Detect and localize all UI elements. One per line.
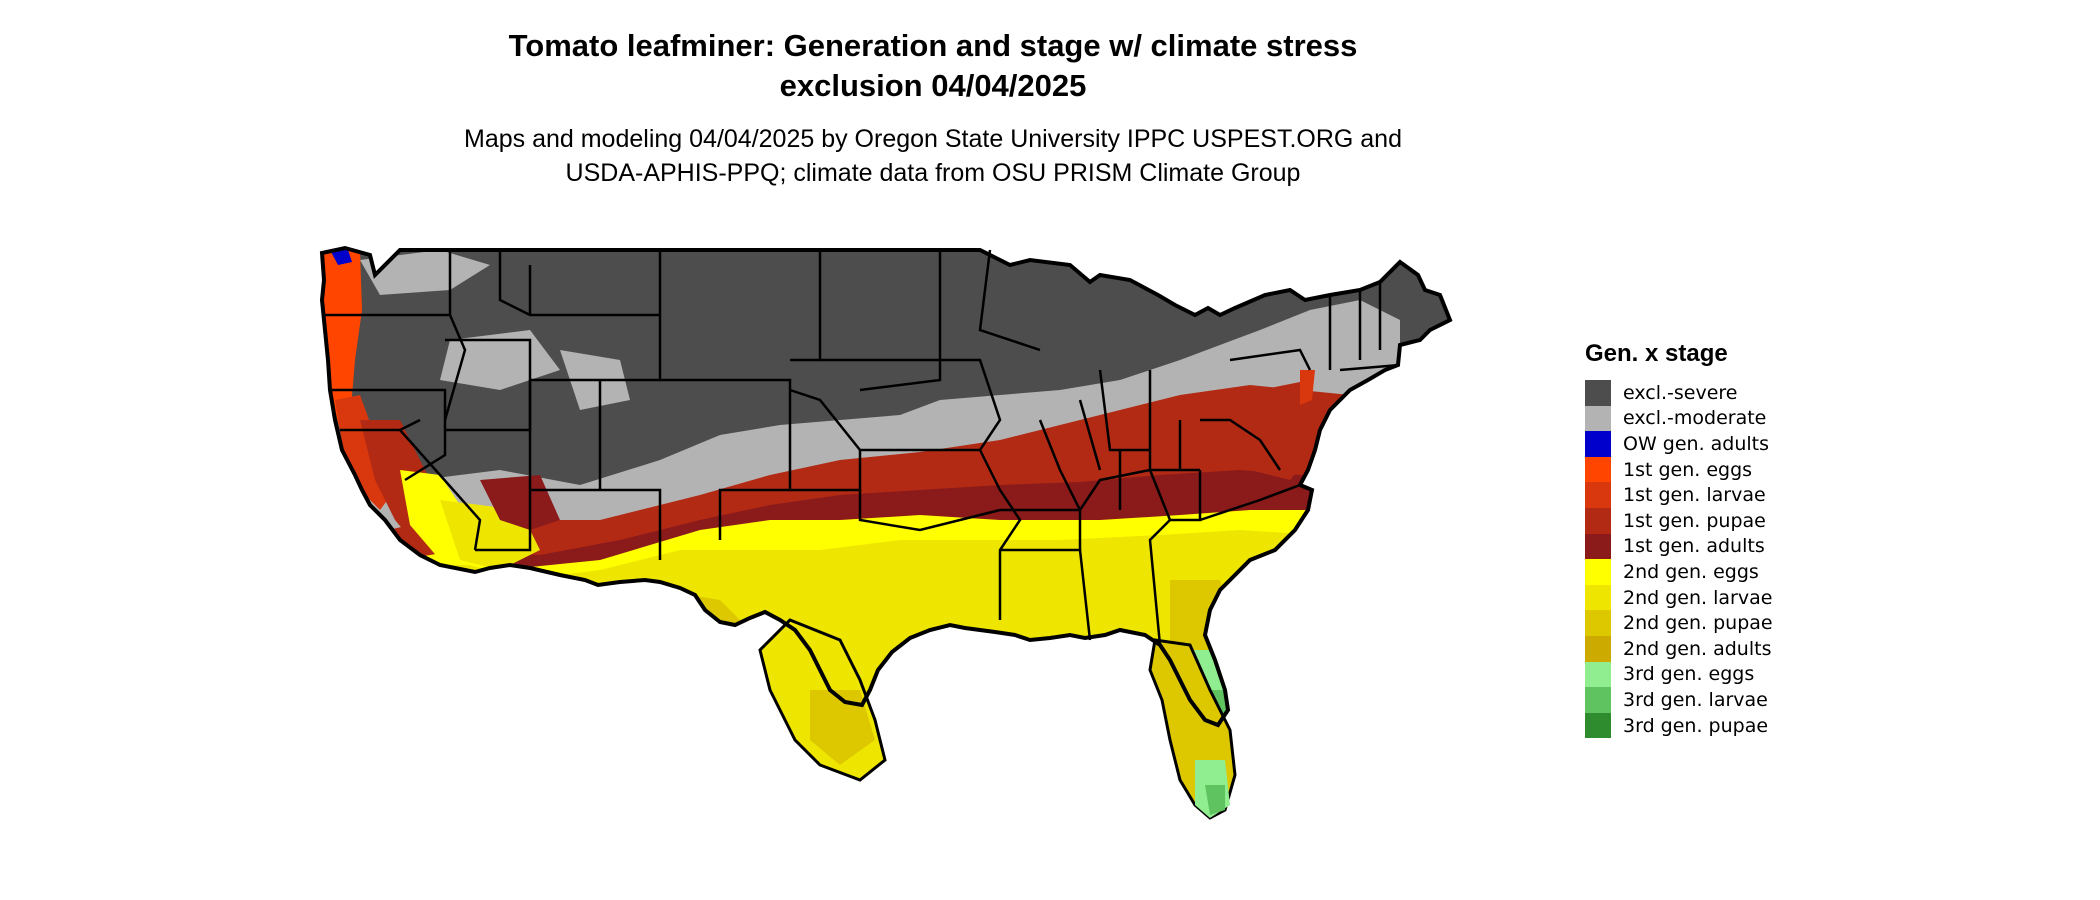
south-florida-3rd-larvae [1205, 785, 1225, 815]
south-texas-pupae [810, 690, 875, 765]
legend-swatch [1585, 687, 1611, 713]
legend-label: 1st gen. adults [1623, 535, 1765, 558]
legend-item: 2nd gen. pupae [1585, 610, 1773, 636]
legend-swatch [1585, 635, 1611, 662]
legend-label: 1st gen. larvae [1623, 484, 1766, 507]
legend-label: 1st gen. pupae [1623, 509, 1766, 532]
legend-swatch [1585, 533, 1611, 560]
legend-label: 2nd gen. adults [1623, 637, 1772, 660]
legend-label: 2nd gen. eggs [1623, 560, 1759, 583]
legend-swatch [1585, 507, 1611, 534]
legend-items: excl.-severe excl.-moderate OW gen. adults… [1585, 380, 1773, 739]
legend-item: 3rd gen. eggs [1585, 661, 1773, 688]
legend-label: 3rd gen. pupae [1623, 714, 1769, 737]
legend-swatch [1585, 559, 1611, 585]
legend-item: 3rd gen. pupae [1585, 712, 1773, 739]
legend-item: 1st gen. larvae [1585, 482, 1773, 508]
legend-swatch [1585, 380, 1611, 406]
legend-label: excl.-moderate [1623, 407, 1767, 430]
subtitle-line-1: Maps and modeling 04/04/2025 by Oregon S… [464, 125, 1402, 153]
legend-swatch [1585, 431, 1611, 457]
legend-item: 2nd gen. eggs [1585, 559, 1773, 585]
legend-label: excl.-severe [1623, 381, 1738, 404]
legend-item: excl.-moderate [1585, 405, 1773, 432]
map-title: Tomato leafminer: Generation and stage w… [0, 26, 1866, 106]
state-borders [322, 249, 1401, 646]
legend-item: OW gen. adults [1585, 431, 1773, 457]
legend-label: 3rd gen. eggs [1623, 663, 1755, 686]
map-subtitle: Maps and modeling 04/04/2025 by Oregon S… [0, 122, 1866, 190]
legend-swatch [1585, 584, 1611, 611]
legend-swatch [1585, 482, 1611, 508]
subtitle-line-2: USDA-APHIS-PPQ; climate data from OSU PR… [565, 159, 1301, 187]
legend-item: 2nd gen. larvae [1585, 584, 1773, 611]
legend-swatch [1585, 405, 1611, 432]
legend-title: Gen. x stage [1585, 340, 1728, 367]
legend-label: 2nd gen. larvae [1623, 586, 1773, 609]
legend-label: 2nd gen. pupae [1623, 612, 1773, 635]
legend-swatch [1585, 456, 1611, 483]
legend-item: 1st gen. pupae [1585, 507, 1773, 534]
legend: Gen. x stage excl.-severe excl.-moderate O… [1585, 340, 1773, 739]
conus-map [320, 246, 1452, 820]
title-line-1: Tomato leafminer: Generation and stage w… [508, 28, 1358, 63]
legend-swatch [1585, 661, 1611, 688]
legend-label: 3rd gen. larvae [1623, 688, 1768, 711]
title-line-2: exclusion 04/04/2025 [779, 68, 1087, 103]
legend-item: 3rd gen. larvae [1585, 687, 1773, 713]
legend-label: 1st gen. eggs [1623, 458, 1753, 481]
legend-swatch [1585, 610, 1611, 636]
legend-item: 1st gen. eggs [1585, 456, 1773, 483]
legend-item: 1st gen. adults [1585, 533, 1773, 560]
legend-label: OW gen. adults [1623, 432, 1770, 455]
legend-swatch [1585, 712, 1611, 739]
legend-item: excl.-severe [1585, 380, 1773, 406]
legend-item: 2nd gen. adults [1585, 635, 1773, 662]
